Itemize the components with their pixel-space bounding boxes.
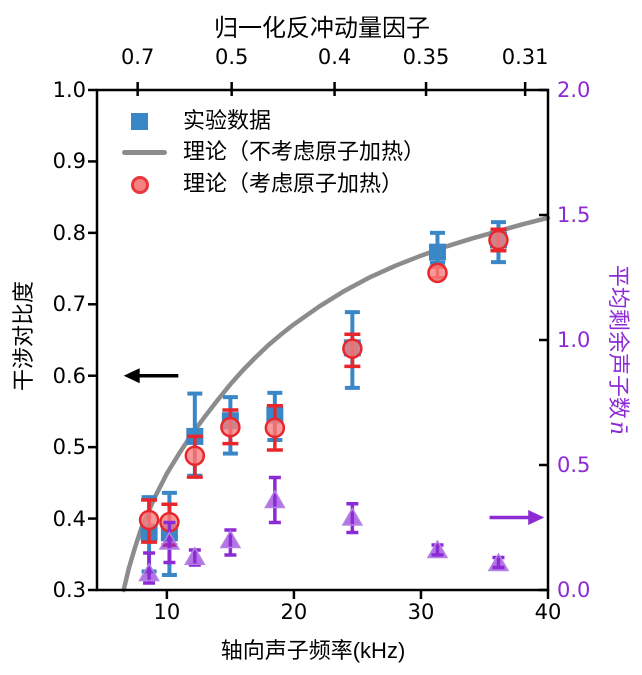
blue-square-marker-icon	[131, 112, 148, 130]
right-tick-label: 1.0	[557, 328, 591, 352]
right-axis-arrowhead	[528, 510, 545, 525]
x-tick-label: 30	[407, 600, 435, 624]
data-point-circle	[220, 416, 241, 438]
data-point-circle	[342, 338, 363, 359]
left-tick-label: 0.4	[52, 506, 86, 531]
right-tick-label: 0.0	[557, 578, 591, 602]
left-tick-label: 1.0	[52, 78, 86, 102]
data-point-triangle	[487, 552, 510, 572]
right-tick-label: 0.5	[557, 453, 591, 477]
left-tick-label: 0.7	[52, 292, 86, 317]
top-axis-title: 归一化反冲动量因子	[214, 15, 430, 42]
left-axis-arrowhead	[123, 368, 140, 384]
data-point-triangle	[219, 529, 242, 549]
data-point-triangle	[158, 530, 181, 550]
top-tick-label: 0.4	[317, 45, 352, 69]
data-point-triangle	[341, 506, 364, 526]
left-tick-label: 0.3	[52, 578, 86, 602]
legend-label-theory-no-heating: 理论（不考虑原子加热）	[183, 139, 426, 164]
top-tick-label: 0.31	[501, 45, 549, 69]
legend-label-experiment: 实验数据	[183, 108, 272, 133]
data-point-square	[428, 243, 446, 261]
left-tick-label: 0.8	[52, 220, 86, 245]
red-circle-marker-icon	[131, 175, 149, 194]
top-tick-label: 0.35	[402, 45, 450, 69]
top-tick-label: 0.7	[120, 45, 155, 69]
x-tick-label: 40	[534, 600, 562, 624]
top-tick-label: 0.5	[214, 45, 249, 69]
legend-label-theory-heating: 理论（考虑原子加热）	[183, 171, 404, 196]
data-point-triangle	[184, 546, 206, 565]
data-point-circle	[138, 509, 160, 531]
left-axis-title: 干涉对比度	[11, 280, 36, 392]
x-tick-label: 10	[153, 600, 181, 624]
theory-curve-no-heating	[121, 215, 551, 593]
right-axis-title: 平均剩余声子数n̄	[604, 265, 636, 435]
data-point-circle	[427, 262, 448, 284]
right-axis-title-text: 平均剩余声子数	[606, 264, 631, 419]
gray-line-marker-icon	[122, 149, 167, 155]
data-point-triangle	[426, 539, 449, 559]
left-tick-label: 0.9	[52, 149, 86, 174]
nbar-symbol: n̄	[605, 420, 630, 436]
right-tick-label: 1.5	[557, 203, 591, 227]
x-tick-label: 20	[280, 600, 308, 624]
left-tick-label: 0.6	[52, 363, 86, 388]
data-point-circle	[488, 229, 509, 251]
bottom-axis-title: 轴向声子频率(kHz)	[220, 638, 406, 663]
left-tick-label: 0.5	[52, 435, 86, 460]
data-point-circle	[184, 445, 206, 466]
data-point-triangle	[138, 562, 160, 582]
data-point-circle	[264, 417, 286, 439]
right-tick-label: 2.0	[557, 78, 591, 102]
data-point-triangle	[264, 489, 286, 509]
